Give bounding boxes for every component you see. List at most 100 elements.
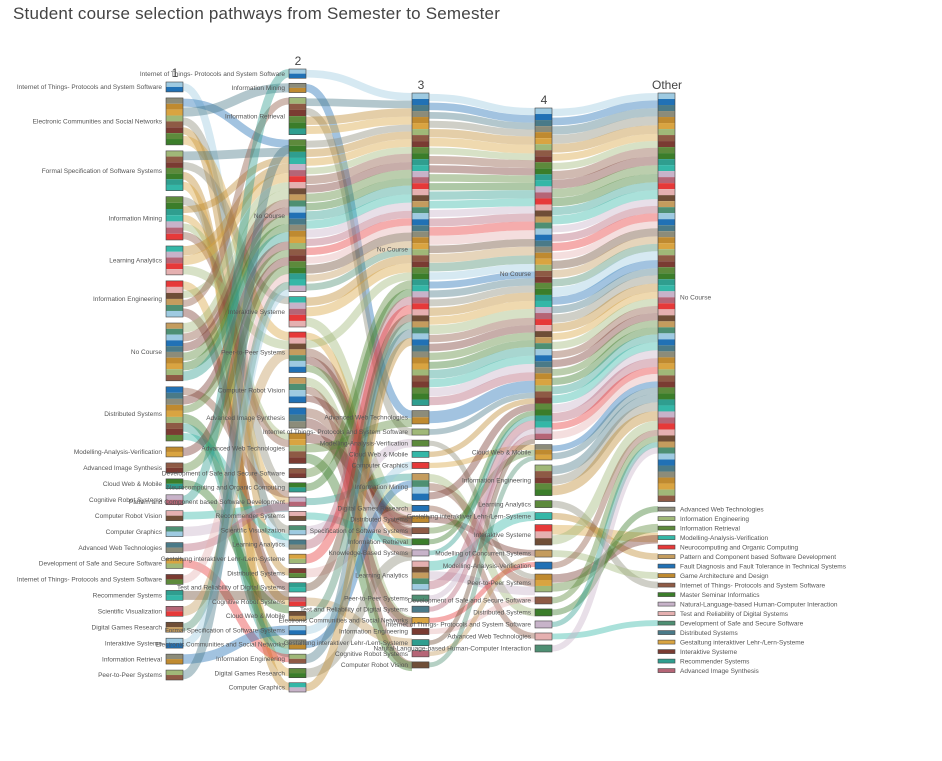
- sankey-node[interactable]: [411, 538, 430, 546]
- sankey-node[interactable]: [165, 653, 184, 665]
- sankey-node[interactable]: [411, 439, 430, 447]
- sankey-node[interactable]: [657, 649, 676, 654]
- sankey-node[interactable]: [165, 280, 184, 318]
- sankey-node[interactable]: [657, 516, 676, 521]
- sankey-node[interactable]: [411, 650, 430, 658]
- sankey-node[interactable]: [657, 544, 676, 550]
- sankey-node[interactable]: [411, 594, 430, 602]
- sankey-node[interactable]: [411, 462, 430, 469]
- sankey-node[interactable]: [411, 661, 430, 669]
- sankey-node[interactable]: [657, 506, 676, 512]
- sankey-node[interactable]: [288, 668, 307, 679]
- sankey-node[interactable]: [165, 97, 184, 146]
- sankey-node[interactable]: [288, 682, 307, 693]
- sankey-node[interactable]: [657, 554, 676, 559]
- sankey-node[interactable]: [411, 628, 430, 635]
- sankey-node[interactable]: [657, 620, 676, 626]
- sankey-node[interactable]: [288, 82, 307, 93]
- sankey-node[interactable]: [534, 608, 553, 617]
- sankey-node[interactable]: [165, 526, 184, 537]
- sankey-node[interactable]: [411, 639, 430, 647]
- sankey-node[interactable]: [165, 446, 184, 458]
- sankey-node[interactable]: [411, 605, 430, 613]
- sankey-node[interactable]: [288, 525, 307, 536]
- sankey-node[interactable]: [534, 500, 553, 508]
- sankey-node[interactable]: [411, 450, 430, 458]
- sankey-node[interactable]: [165, 510, 184, 521]
- sankey-node[interactable]: [534, 107, 553, 440]
- sankey-node[interactable]: [165, 606, 184, 617]
- sankey-node[interactable]: [288, 139, 307, 292]
- sankey-node[interactable]: [411, 410, 430, 425]
- sankey-node[interactable]: [165, 196, 184, 241]
- sankey-node[interactable]: [288, 596, 307, 607]
- sankey-node[interactable]: [288, 296, 307, 328]
- sankey-node[interactable]: [657, 601, 676, 607]
- sankey-node[interactable]: [657, 611, 676, 616]
- sankey-node[interactable]: [534, 444, 553, 461]
- sankey-node[interactable]: [534, 596, 553, 605]
- sankey-node[interactable]: [657, 668, 676, 673]
- sankey-node[interactable]: [288, 511, 307, 521]
- sankey-node[interactable]: [657, 639, 676, 645]
- sankey-node[interactable]: [534, 632, 553, 641]
- sankey-node[interactable]: [411, 560, 430, 591]
- sankey-node[interactable]: [288, 653, 307, 664]
- sankey-node[interactable]: [288, 582, 307, 593]
- sankey-node[interactable]: [288, 331, 307, 373]
- sankey-node[interactable]: [165, 462, 184, 474]
- sankey-node[interactable]: [288, 97, 307, 136]
- sankey-node[interactable]: [165, 590, 184, 601]
- sankey-node[interactable]: [657, 630, 676, 635]
- sankey-node[interactable]: [288, 68, 307, 79]
- sankey-node[interactable]: [534, 644, 553, 653]
- sankey-node[interactable]: [165, 637, 184, 649]
- sankey-node[interactable]: [657, 658, 676, 664]
- sankey-node[interactable]: [288, 553, 307, 564]
- sankey-node[interactable]: [288, 568, 307, 579]
- sankey-node[interactable]: [411, 428, 430, 436]
- sankey-node[interactable]: [288, 407, 307, 429]
- sankey-node[interactable]: [165, 322, 184, 382]
- sankey-node[interactable]: [165, 478, 184, 490]
- sankey-node[interactable]: [288, 432, 307, 464]
- sankey-node[interactable]: [411, 549, 430, 557]
- sankey-node[interactable]: [657, 582, 676, 588]
- sankey-node[interactable]: [657, 525, 676, 531]
- sankey-node[interactable]: [288, 468, 307, 479]
- sankey-node[interactable]: [411, 616, 430, 624]
- sankey-node[interactable]: [288, 625, 307, 636]
- sankey-node[interactable]: [411, 504, 430, 512]
- sankey-node[interactable]: [657, 535, 676, 540]
- sankey-node[interactable]: [165, 621, 184, 633]
- sankey-node[interactable]: [288, 539, 307, 550]
- sankey-node[interactable]: [657, 592, 676, 597]
- sankey-node[interactable]: [657, 573, 676, 578]
- sankey-node[interactable]: [165, 386, 184, 442]
- sankey-node[interactable]: [165, 574, 184, 585]
- sankey-node[interactable]: [165, 245, 184, 276]
- sankey-node[interactable]: [657, 563, 676, 569]
- sankey-node[interactable]: [411, 516, 430, 523]
- sankey-node[interactable]: [288, 482, 307, 493]
- sankey-node[interactable]: [288, 610, 307, 621]
- sankey-node[interactable]: [165, 494, 184, 506]
- sankey-node[interactable]: [165, 150, 184, 191]
- sankey-node[interactable]: [165, 542, 184, 553]
- sankey-node[interactable]: [288, 377, 307, 404]
- sankey-node[interactable]: [411, 527, 430, 535]
- sankey-node[interactable]: [534, 573, 553, 593]
- sankey-node[interactable]: [534, 549, 553, 558]
- sankey-node[interactable]: [288, 639, 307, 650]
- sankey-node[interactable]: [165, 558, 184, 569]
- sankey-node[interactable]: [534, 512, 553, 520]
- sankey-node[interactable]: [657, 92, 676, 502]
- sankey-node[interactable]: [411, 473, 430, 501]
- sankey-node[interactable]: [534, 524, 553, 546]
- sankey-node[interactable]: [534, 464, 553, 496]
- sankey-node[interactable]: [534, 620, 553, 629]
- sankey-node[interactable]: [165, 669, 184, 681]
- sankey-node[interactable]: [534, 561, 553, 570]
- sankey-node[interactable]: [411, 92, 430, 406]
- sankey-node[interactable]: [165, 81, 184, 93]
